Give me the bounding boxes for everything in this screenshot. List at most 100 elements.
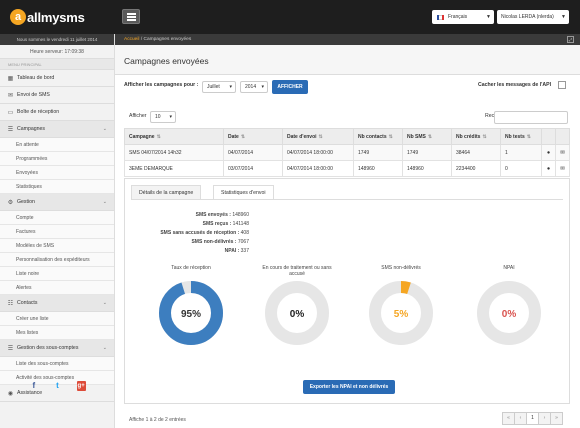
help-icon: ◉ [7,390,14,397]
search-input[interactable] [494,111,568,124]
table-cell: 38464 [451,144,501,161]
column-header[interactable]: Nb contacts ⇅ [353,128,403,145]
month-value: Juillet [207,84,220,90]
sidebar-item-inbox[interactable]: ▭ Boîte de réception [0,104,114,121]
sidebar-item-label: Assistance [17,390,43,396]
chevron-down-icon: ⌄ [102,345,107,351]
sidebar-subitem-create-list[interactable]: Créer une liste [0,312,114,326]
sidebar-subitem-statistics[interactable]: Statistiques [0,180,114,194]
table-row[interactable]: SMS 04/07/2014 14h32 04/07/2014 04/07/20… [124,144,570,161]
table-cell: 1749 [402,144,452,161]
sidebar-item-management[interactable]: ⚙ Gestion ⌄ [0,194,114,211]
column-header[interactable]: Nb tests ⇅ [500,128,542,145]
sidebar-subitem-senders[interactable]: Personnalisation des expéditeurs [0,253,114,267]
donut-svg: 0% [265,281,329,345]
table-row[interactable]: 3EME DEMARQUE 03/07/2014 04/07/2014 18:0… [124,160,570,177]
export-button[interactable]: Exporter les NPAI et non délivrés [303,380,395,394]
sidebar-subitem-scheduled[interactable]: Programmées [0,152,114,166]
month-select[interactable]: Juillet ▾ [202,81,236,93]
column-header-action [541,128,556,145]
column-header[interactable]: Nb SMS ⇅ [402,128,452,145]
sidebar-subitem-pending[interactable]: En attente [0,138,114,152]
language-select[interactable]: Français ▼ [432,10,494,24]
chevron-down-icon: ⌄ [102,300,107,306]
sidebar-subitem-subaccounts-list[interactable]: Liste des sous-comptes [0,357,114,371]
year-select[interactable]: 2014 ▾ [240,81,268,93]
sidebar-item-label: Gestion des sous-comptes [17,345,79,351]
twitter-icon[interactable]: t [56,381,59,390]
google-plus-icon[interactable]: g+ [76,381,86,391]
gear-icon: ⚙ [7,199,14,206]
sidebar-subitem-blacklist[interactable]: Liste noire [0,267,114,281]
column-header[interactable]: Campagne ⇅ [124,128,224,145]
hide-api-label: Cacher les messages de l'API [478,82,552,88]
contacts-icon: ☷ [7,300,14,307]
table-cell: 03/07/2014 [223,160,283,177]
chevron-down-icon: ▼ [561,14,566,20]
tab-campaign-details[interactable]: Détails de la campagne [131,185,202,199]
column-header[interactable]: Date ⇅ [223,128,283,145]
logo-mark-icon: a [10,9,26,25]
sidebar: Nous sommes le vendredi 11 juillet 2014 … [0,34,115,428]
stat-value: 337 [240,248,249,254]
user-menu[interactable]: Nicolas LERDA (nlerda) ▼ [497,10,569,24]
sidebar-subitem-invoices[interactable]: Factures [0,225,114,239]
sort-icon: ⇅ [156,133,161,140]
table-cell: 2234400 [451,160,501,177]
table-cell: 0 [500,160,542,177]
campaigns-table: Campagne ⇅ Date ⇅ Date d'envoi ⇅ Nb contact… [124,128,570,177]
table-cell: 1749 [353,144,403,161]
sort-icon: ⇅ [318,133,323,140]
column-header[interactable]: Date d'envoi ⇅ [282,128,354,145]
breadcrumb-separator: / [140,37,143,42]
page-size-select[interactable]: 10 ▾ [150,111,176,123]
sidebar-item-label: Gestion [17,199,35,205]
details-icon[interactable]: ● [541,144,556,161]
column-header[interactable]: Nb crédits ⇅ [451,128,501,145]
details-icon[interactable]: ● [541,160,556,177]
filter-label: Afficher les campagnes pour : [124,82,199,88]
logo-text: allmysms [27,9,85,25]
sidebar-subitem-account[interactable]: Compte [0,211,114,225]
facebook-icon[interactable]: f [32,381,36,390]
donut-arc [159,281,223,345]
show-button[interactable]: AFFICHER [272,80,308,94]
hide-api-checkbox[interactable] [558,81,566,89]
logo[interactable]: a allmysms [10,9,85,25]
sidebar-item-campaigns[interactable]: ☰ Campagnes ⌄ [0,121,114,138]
stat-row: NPAI : 337 [125,247,249,256]
stat-row: SMS non-délivrés : 7067 [125,238,249,247]
page-title: Campagnes envoyées [115,45,580,75]
donut-value: 5% [394,309,409,320]
last-page-button[interactable]: » [550,412,563,425]
donut-track [265,281,329,345]
chevron-down-icon: ▾ [261,84,264,90]
sidebar-item-send-sms[interactable]: ✉ Envoi de SMS [0,87,114,104]
sidebar-subitem-sent[interactable]: Envoyées [0,166,114,180]
stat-label: SMS envoyés : [195,212,231,218]
social-links: f t g+ [0,381,115,391]
column-header-label: Nb crédits [456,133,481,140]
send-stats: SMS envoyés : 148960 SMS reçus : 141148 … [125,211,249,256]
expand-icon[interactable]: ⤢ [567,36,574,43]
menu-toggle-button[interactable] [122,9,140,24]
server-time: Heure serveur: 17:09:38 [0,45,114,59]
column-header-label: Campagne [129,133,155,140]
donut-label: SMS non-délivrés [381,265,421,271]
donut-value: 0% [290,309,305,320]
donut-svg: 5% [369,281,433,345]
donut-chart-npai: NPAI 0% [467,265,551,349]
breadcrumb-home[interactable]: Accueil [124,37,140,42]
sidebar-item-label: Contacts [17,300,38,306]
sidebar-item-dashboard[interactable]: ▦ Tableau de bord [0,70,114,87]
tab-send-statistics[interactable]: Statistiques d'envoi [213,185,274,200]
message-icon[interactable]: ✉ [555,144,570,161]
sidebar-item-contacts[interactable]: ☷ Contacts ⌄ [0,295,114,312]
sidebar-subitem-my-lists[interactable]: Mes listes [0,326,114,340]
send-icon: ✉ [7,92,14,99]
message-icon[interactable]: ✉ [555,160,570,177]
sidebar-subitem-templates[interactable]: Modèles de SMS [0,239,114,253]
sidebar-subitem-alerts[interactable]: Alertes [0,281,114,295]
sidebar-item-subaccounts[interactable]: ☰ Gestion des sous-comptes ⌄ [0,340,114,357]
stat-value: 141148 [232,221,249,227]
